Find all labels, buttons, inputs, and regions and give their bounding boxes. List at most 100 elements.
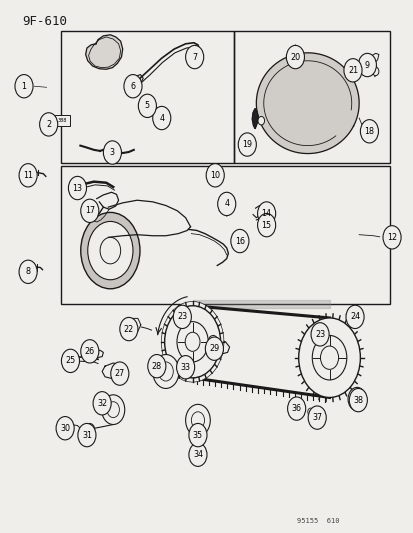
Circle shape	[371, 67, 378, 76]
Text: 19: 19	[242, 140, 252, 149]
Text: 4: 4	[159, 114, 164, 123]
Circle shape	[119, 317, 138, 341]
Circle shape	[353, 65, 357, 70]
Circle shape	[192, 440, 202, 453]
Circle shape	[257, 116, 264, 125]
Text: 2: 2	[46, 120, 51, 129]
Text: 24: 24	[349, 312, 359, 321]
Text: 26: 26	[85, 347, 95, 356]
Circle shape	[85, 423, 95, 436]
Circle shape	[345, 305, 363, 328]
Circle shape	[206, 164, 224, 187]
Circle shape	[359, 119, 377, 143]
Circle shape	[40, 113, 57, 136]
Text: 388: 388	[58, 118, 67, 123]
Circle shape	[180, 361, 190, 374]
Text: 33: 33	[180, 363, 190, 372]
Circle shape	[81, 199, 99, 222]
Polygon shape	[368, 53, 378, 64]
Circle shape	[287, 397, 305, 420]
Text: 10: 10	[210, 171, 220, 180]
Circle shape	[208, 335, 218, 348]
Circle shape	[185, 45, 203, 69]
Circle shape	[382, 225, 400, 249]
Circle shape	[93, 392, 111, 415]
Text: 15: 15	[261, 221, 271, 230]
Circle shape	[257, 202, 275, 225]
Circle shape	[158, 362, 173, 381]
Circle shape	[349, 389, 366, 412]
Circle shape	[310, 322, 328, 346]
Circle shape	[188, 423, 206, 447]
Text: 30: 30	[60, 424, 70, 433]
Text: 9: 9	[364, 61, 369, 69]
Text: 32: 32	[97, 399, 107, 408]
Circle shape	[100, 237, 120, 264]
Circle shape	[351, 393, 361, 406]
Text: 23: 23	[177, 312, 187, 321]
Text: 31: 31	[82, 431, 92, 440]
Circle shape	[294, 50, 300, 59]
Text: 95155  610: 95155 610	[297, 518, 339, 523]
Bar	[61, 30, 233, 163]
Circle shape	[70, 354, 76, 363]
Circle shape	[176, 321, 208, 362]
Text: 8: 8	[26, 268, 31, 276]
Circle shape	[152, 354, 178, 389]
Text: 22: 22	[123, 325, 134, 334]
Text: 18: 18	[363, 127, 373, 136]
Text: 37: 37	[311, 413, 321, 422]
Circle shape	[161, 302, 223, 382]
Circle shape	[347, 387, 365, 411]
Circle shape	[78, 423, 96, 447]
Text: 28: 28	[152, 362, 161, 370]
Circle shape	[343, 59, 361, 82]
Circle shape	[307, 408, 313, 416]
Circle shape	[68, 176, 86, 200]
Circle shape	[311, 335, 346, 380]
Circle shape	[188, 443, 206, 466]
Text: 3: 3	[110, 148, 115, 157]
Text: 25: 25	[65, 357, 76, 366]
Circle shape	[61, 349, 79, 373]
Polygon shape	[102, 363, 123, 379]
Text: 23: 23	[314, 330, 324, 339]
Circle shape	[294, 403, 298, 408]
Text: 17: 17	[85, 206, 95, 215]
Circle shape	[257, 214, 275, 237]
Polygon shape	[252, 109, 258, 128]
Circle shape	[88, 221, 133, 280]
Circle shape	[111, 362, 128, 385]
Bar	[233, 30, 389, 163]
Circle shape	[103, 141, 121, 164]
Circle shape	[102, 395, 124, 424]
Text: 9F-610: 9F-610	[22, 14, 67, 28]
Circle shape	[147, 354, 166, 378]
Text: 6: 6	[130, 82, 135, 91]
Text: 29: 29	[209, 344, 219, 353]
Polygon shape	[85, 35, 122, 69]
Circle shape	[307, 406, 325, 429]
Circle shape	[56, 417, 74, 440]
Circle shape	[176, 356, 194, 379]
Circle shape	[230, 229, 248, 253]
Text: 4: 4	[224, 199, 229, 208]
Text: 34: 34	[192, 450, 202, 459]
Circle shape	[217, 192, 235, 216]
Circle shape	[183, 365, 187, 370]
Text: 13: 13	[72, 183, 82, 192]
Circle shape	[138, 94, 156, 117]
Circle shape	[358, 53, 375, 77]
Polygon shape	[256, 53, 358, 154]
Circle shape	[320, 346, 338, 369]
Circle shape	[15, 75, 33, 98]
Circle shape	[107, 402, 119, 418]
Text: 38: 38	[352, 395, 363, 405]
Circle shape	[19, 164, 37, 187]
Bar	[61, 166, 389, 304]
Text: 11: 11	[23, 171, 33, 180]
Text: 35: 35	[192, 431, 202, 440]
Text: 14: 14	[261, 209, 271, 218]
Polygon shape	[129, 318, 140, 331]
Text: 36: 36	[291, 404, 301, 413]
